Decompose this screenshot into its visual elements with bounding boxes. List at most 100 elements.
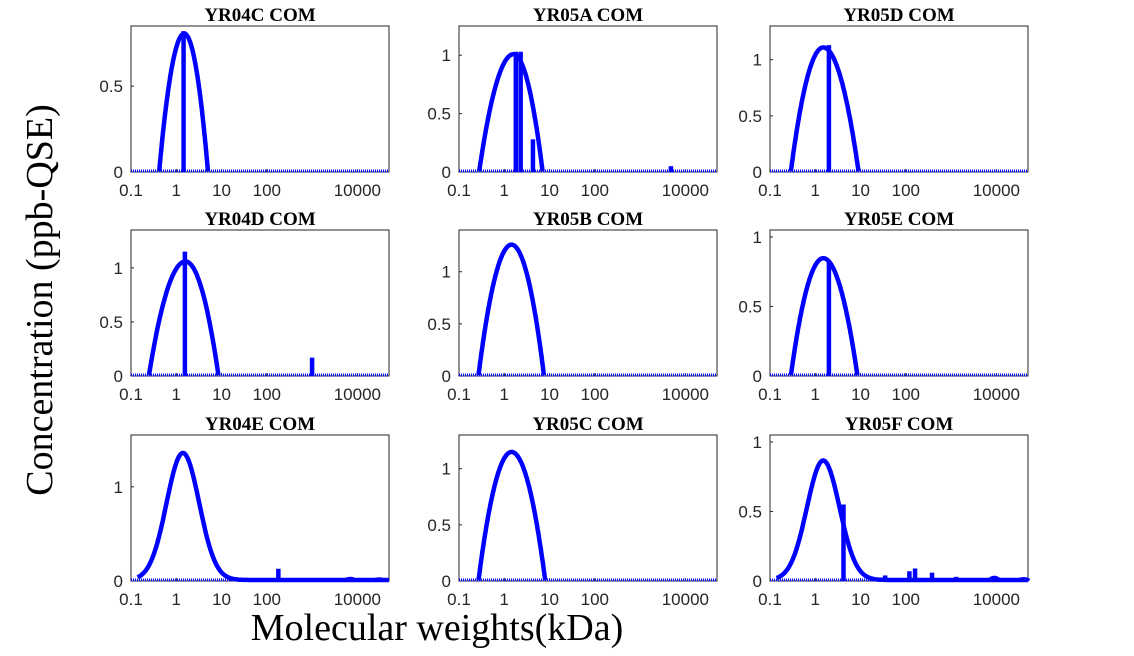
x-tick-label: 10000 [973,181,1020,200]
x-tick-label: 10 [540,590,559,609]
y-tick-label: 0.5 [427,105,451,124]
chart-panel: YR05E COM 0.1 1 10 100 10000 0 0.5 1 [738,209,1029,404]
y-tick-label: 0 [114,163,123,182]
x-tick-label: 100 [892,385,920,404]
y-tick-label: 0 [114,367,123,386]
x-tick-label: 100 [581,385,609,404]
series-line [476,449,548,581]
y-tick-label: 1 [442,263,451,282]
chart-panel: YR05F COM 0.1 1 10 100 10000 0 0.5 1 [738,414,1031,609]
x-tick-label: 10 [540,181,559,200]
panel-title: YR05E COM [844,209,954,230]
x-tick-label: 0.1 [447,385,471,404]
chart-panel: YR04C COM 0.1 1 10 100 10000 0 0.5 [99,5,390,200]
x-tick-label: 1 [811,385,820,404]
series-line [136,450,390,583]
y-tick-label: 0 [753,367,762,386]
x-tick-label: 0.1 [119,590,143,609]
tail-bump [1016,577,1031,582]
y-tick-label: 1 [114,478,123,497]
x-tick-label: 10000 [973,590,1020,609]
x-tick-label: 100 [892,181,920,200]
x-tick-label: 100 [253,181,281,200]
x-tick-label: 1 [500,590,509,609]
x-tick-label: 10 [212,385,231,404]
x-tick-label: 100 [253,385,281,404]
x-tick-label: 100 [581,181,609,200]
y-tick-label: 1 [753,433,762,452]
panel-title: YR04C COM [204,5,315,26]
x-tick-label: 10000 [973,385,1020,404]
x-tick-label: 10000 [334,181,381,200]
x-tick-label: 10 [212,181,231,200]
y-tick-label: 0.5 [99,77,123,96]
panel-title: YR05C COM [532,414,643,435]
y-tick-label: 0.5 [738,297,762,316]
chart-panel: YR05D COM 0.1 1 10 100 10000 0 0.5 1 [738,5,1029,200]
tail-bump [372,577,386,582]
x-tick-label: 1 [172,181,181,200]
x-tick-label: 1 [172,385,181,404]
x-tick-label: 10 [851,385,870,404]
plot-area [769,25,1029,173]
chart-panel: YR05A COM 0.1 1 10 100 10000 0 0.5 1 [427,5,718,200]
tail-bump [987,575,1002,581]
y-tick-label: 0 [753,163,762,182]
x-tick-label: 0.1 [119,385,143,404]
x-tick-label: 10000 [662,385,709,404]
x-tick-label: 10 [212,590,231,609]
x-tick-label: 10000 [662,181,709,200]
x-tick-label: 10000 [334,385,381,404]
x-tick-label: 1 [500,385,509,404]
x-tick-label: 0.1 [447,590,471,609]
y-tick-label: 1 [442,460,451,479]
x-tick-label: 0.1 [758,181,782,200]
chart-panel: YR05C COM 0.1 1 10 100 10000 0 0.5 1 [427,414,718,609]
panel-title: YR04E COM [205,414,315,435]
x-axis-label: Molecular weights(kDa) [251,607,624,649]
chart-panel: YR04D COM 0.1 1 10 100 10000 0 0.5 1 [99,209,390,404]
chart-panel: YR04E COM 0.1 1 10 100 10000 0 1 [114,414,390,609]
x-tick-label: 10 [851,590,870,609]
panel-title: YR05D COM [843,5,954,26]
y-tick-label: 1 [753,228,762,247]
x-tick-label: 0.1 [758,590,782,609]
series-line [476,51,545,172]
panel-title: YR04D COM [204,209,315,230]
plot-area [130,25,390,173]
y-tick-label: 0 [442,572,451,591]
x-tick-label: 100 [892,590,920,609]
plot-area [130,229,390,377]
y-tick-label: 1 [753,51,762,70]
x-tick-label: 1 [500,181,509,200]
series-line [775,458,1029,583]
x-tick-label: 0.1 [119,181,143,200]
x-tick-label: 10 [851,181,870,200]
y-tick-label: 0 [114,572,123,591]
plot-area [458,25,718,173]
x-tick-label: 0.1 [447,181,471,200]
panel-title: YR05A COM [533,5,643,26]
y-tick-label: 0 [442,367,451,386]
panel-title: YR05B COM [533,209,643,230]
x-tick-label: 100 [253,590,281,609]
plot-area [458,229,718,377]
y-tick-label: 0 [753,572,762,591]
y-axis-label: Concentration (ppb-QSE) [19,104,61,496]
y-tick-label: 1 [442,46,451,65]
series-line [788,255,860,376]
series-line [476,242,547,376]
x-tick-label: 1 [811,181,820,200]
y-tick-label: 1 [114,259,123,278]
chart-panel: YR05B COM 0.1 1 10 100 10000 0 0.5 1 [427,209,718,404]
x-tick-label: 100 [581,590,609,609]
x-tick-label: 0.1 [758,385,782,404]
y-tick-label: 0.5 [427,315,451,334]
y-tick-label: 0 [442,163,451,182]
y-tick-label: 0.5 [99,313,123,332]
tail-bump [343,576,358,582]
y-tick-label: 0.5 [427,516,451,535]
x-tick-label: 10000 [662,590,709,609]
